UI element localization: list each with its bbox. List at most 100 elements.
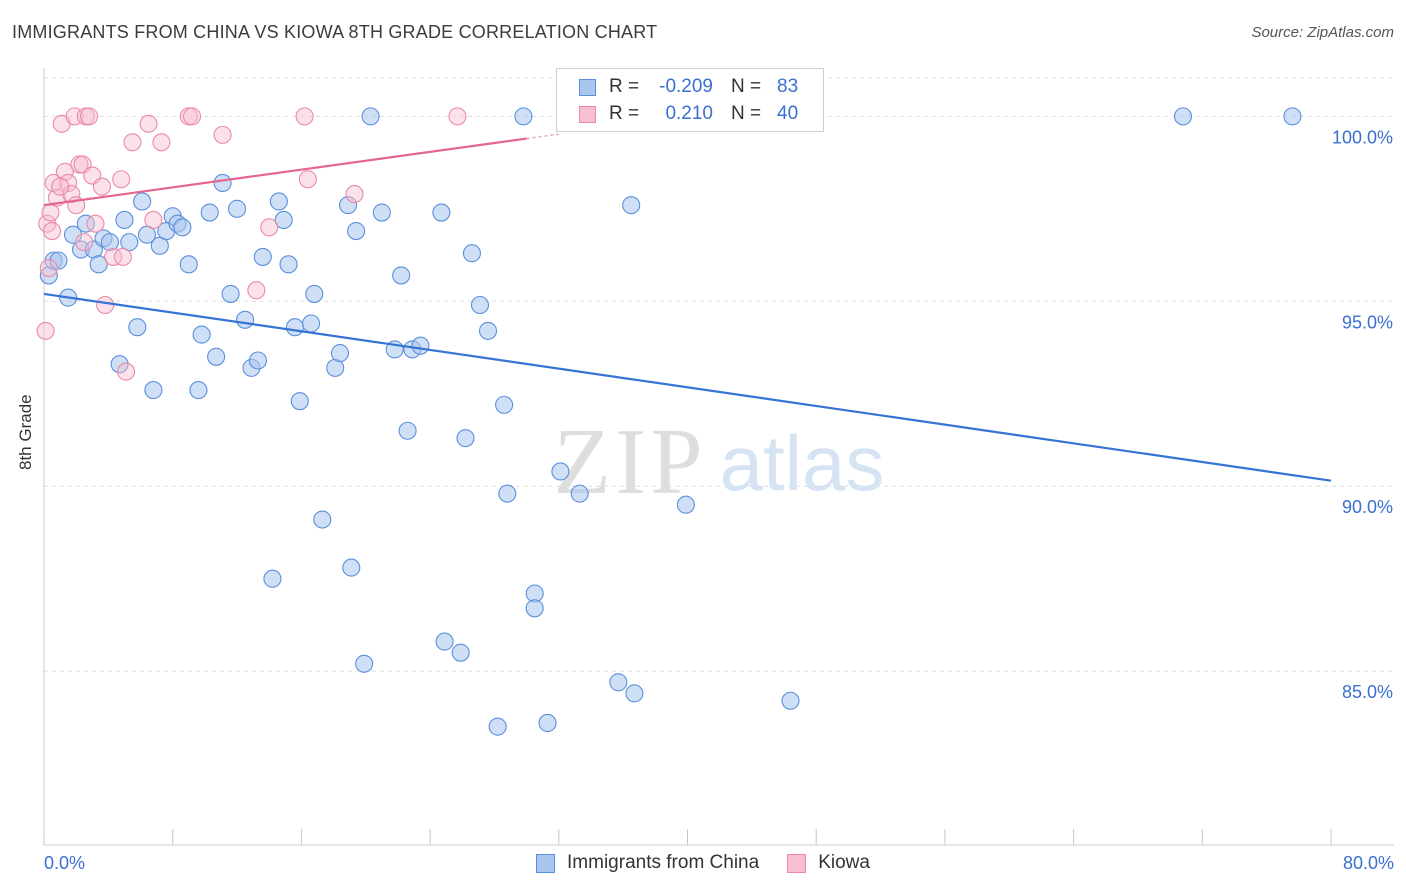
legend-swatch-pink [579, 105, 596, 123]
series-kiowa [36, 107, 467, 381]
r-value: -0.209 [659, 76, 713, 97]
stats-row-china: R = -0.209 N = 83 [579, 74, 798, 100]
point-china [478, 321, 498, 340]
point-kiowa [112, 170, 131, 189]
point-kiowa [448, 107, 467, 126]
n-label: N = [731, 76, 762, 97]
y-tick-label: 85.0% [1342, 682, 1393, 702]
point-china [213, 173, 232, 193]
point-china [392, 266, 411, 285]
point-china [189, 381, 208, 400]
y-tick-label: 90.0% [1342, 497, 1393, 517]
legend-item-kiowa[interactable]: Kiowa [787, 852, 870, 874]
point-kiowa [62, 185, 81, 204]
point-china [115, 210, 134, 229]
point-china [488, 717, 507, 736]
legend-swatch-pink [787, 853, 807, 873]
point-china [63, 225, 83, 244]
point-china [462, 244, 481, 263]
point-china [435, 632, 454, 651]
n-value: 83 [777, 76, 799, 97]
point-kiowa [260, 218, 279, 237]
point-china [372, 203, 391, 222]
point-china [313, 510, 332, 529]
point-kiowa [298, 170, 317, 189]
point-kiowa [92, 177, 111, 196]
point-china [49, 251, 68, 270]
point-china [339, 196, 358, 215]
point-china [290, 392, 309, 411]
legend-item-china[interactable]: Immigrants from China [536, 852, 759, 874]
point-china [398, 421, 417, 440]
axes [43, 68, 1394, 846]
point-kiowa [79, 107, 99, 126]
legend-label: Kiowa [818, 852, 870, 873]
point-kiowa [75, 233, 94, 252]
y-axis-title: 8th Grade [16, 394, 35, 470]
point-china [179, 255, 198, 274]
trend-lines [43, 133, 1332, 482]
point-kiowa [116, 362, 136, 381]
point-kiowa [86, 214, 105, 233]
point-china [305, 284, 324, 303]
point-kiowa [96, 295, 115, 315]
point-kiowa [144, 210, 163, 229]
point-china [236, 310, 255, 329]
point-china [110, 355, 129, 374]
trend-line-china [43, 292, 1332, 482]
point-kiowa [39, 258, 58, 278]
x-tick-label-min: 0.0% [44, 853, 86, 873]
point-china [207, 347, 226, 366]
r-value: 0.210 [665, 103, 713, 124]
point-kiowa [345, 185, 364, 204]
point-kiowa [139, 114, 158, 133]
point-kiowa [42, 221, 62, 241]
point-china [285, 318, 305, 337]
point-kiowa [113, 247, 132, 266]
point-china [622, 196, 641, 215]
point-china [347, 221, 366, 241]
point-kiowa [51, 177, 70, 196]
trend-line-kiowa [43, 137, 527, 207]
r-label: R = [609, 103, 640, 124]
y-tick-label: 95.0% [1342, 312, 1393, 332]
point-china [192, 325, 211, 344]
point-china [411, 336, 430, 355]
point-china [274, 210, 293, 229]
chart-title: IMMIGRANTS FROM CHINA VS KIOWA 8TH GRADE… [12, 22, 658, 42]
point-china [128, 318, 147, 337]
series-legend: Immigrants from China Kiowa [0, 852, 1406, 874]
point-china [525, 599, 544, 618]
stats-legend: R = -0.209 N = 83 R = 0.210 N = 40 [556, 68, 824, 132]
source-label: Source: ZipAtlas.com [1251, 24, 1394, 41]
x-tick-label-max: 80.0% [1342, 853, 1394, 873]
watermark-atlas: atlas [720, 419, 885, 507]
point-china [625, 684, 644, 703]
n-value: 40 [777, 103, 799, 124]
point-china [89, 255, 108, 274]
point-kiowa [247, 281, 266, 300]
point-china [133, 192, 152, 211]
point-china [330, 344, 350, 363]
point-kiowa [55, 162, 74, 181]
point-kiowa [104, 247, 123, 266]
point-kiowa [36, 321, 55, 340]
point-kiowa [182, 107, 202, 126]
point-china [144, 381, 163, 400]
point-china [253, 247, 272, 266]
point-china [498, 484, 517, 503]
point-china [279, 255, 298, 274]
point-kiowa [152, 133, 171, 152]
point-china [173, 218, 192, 237]
legend-label: Immigrants from China [567, 852, 760, 873]
point-china [470, 295, 490, 315]
point-china [269, 192, 288, 211]
point-china [221, 284, 240, 303]
legend-swatch-blue [536, 853, 556, 873]
legend-swatch-blue [579, 78, 596, 96]
point-china [1173, 107, 1193, 126]
point-china [609, 673, 628, 692]
point-china [551, 462, 570, 481]
point-china [514, 107, 533, 126]
